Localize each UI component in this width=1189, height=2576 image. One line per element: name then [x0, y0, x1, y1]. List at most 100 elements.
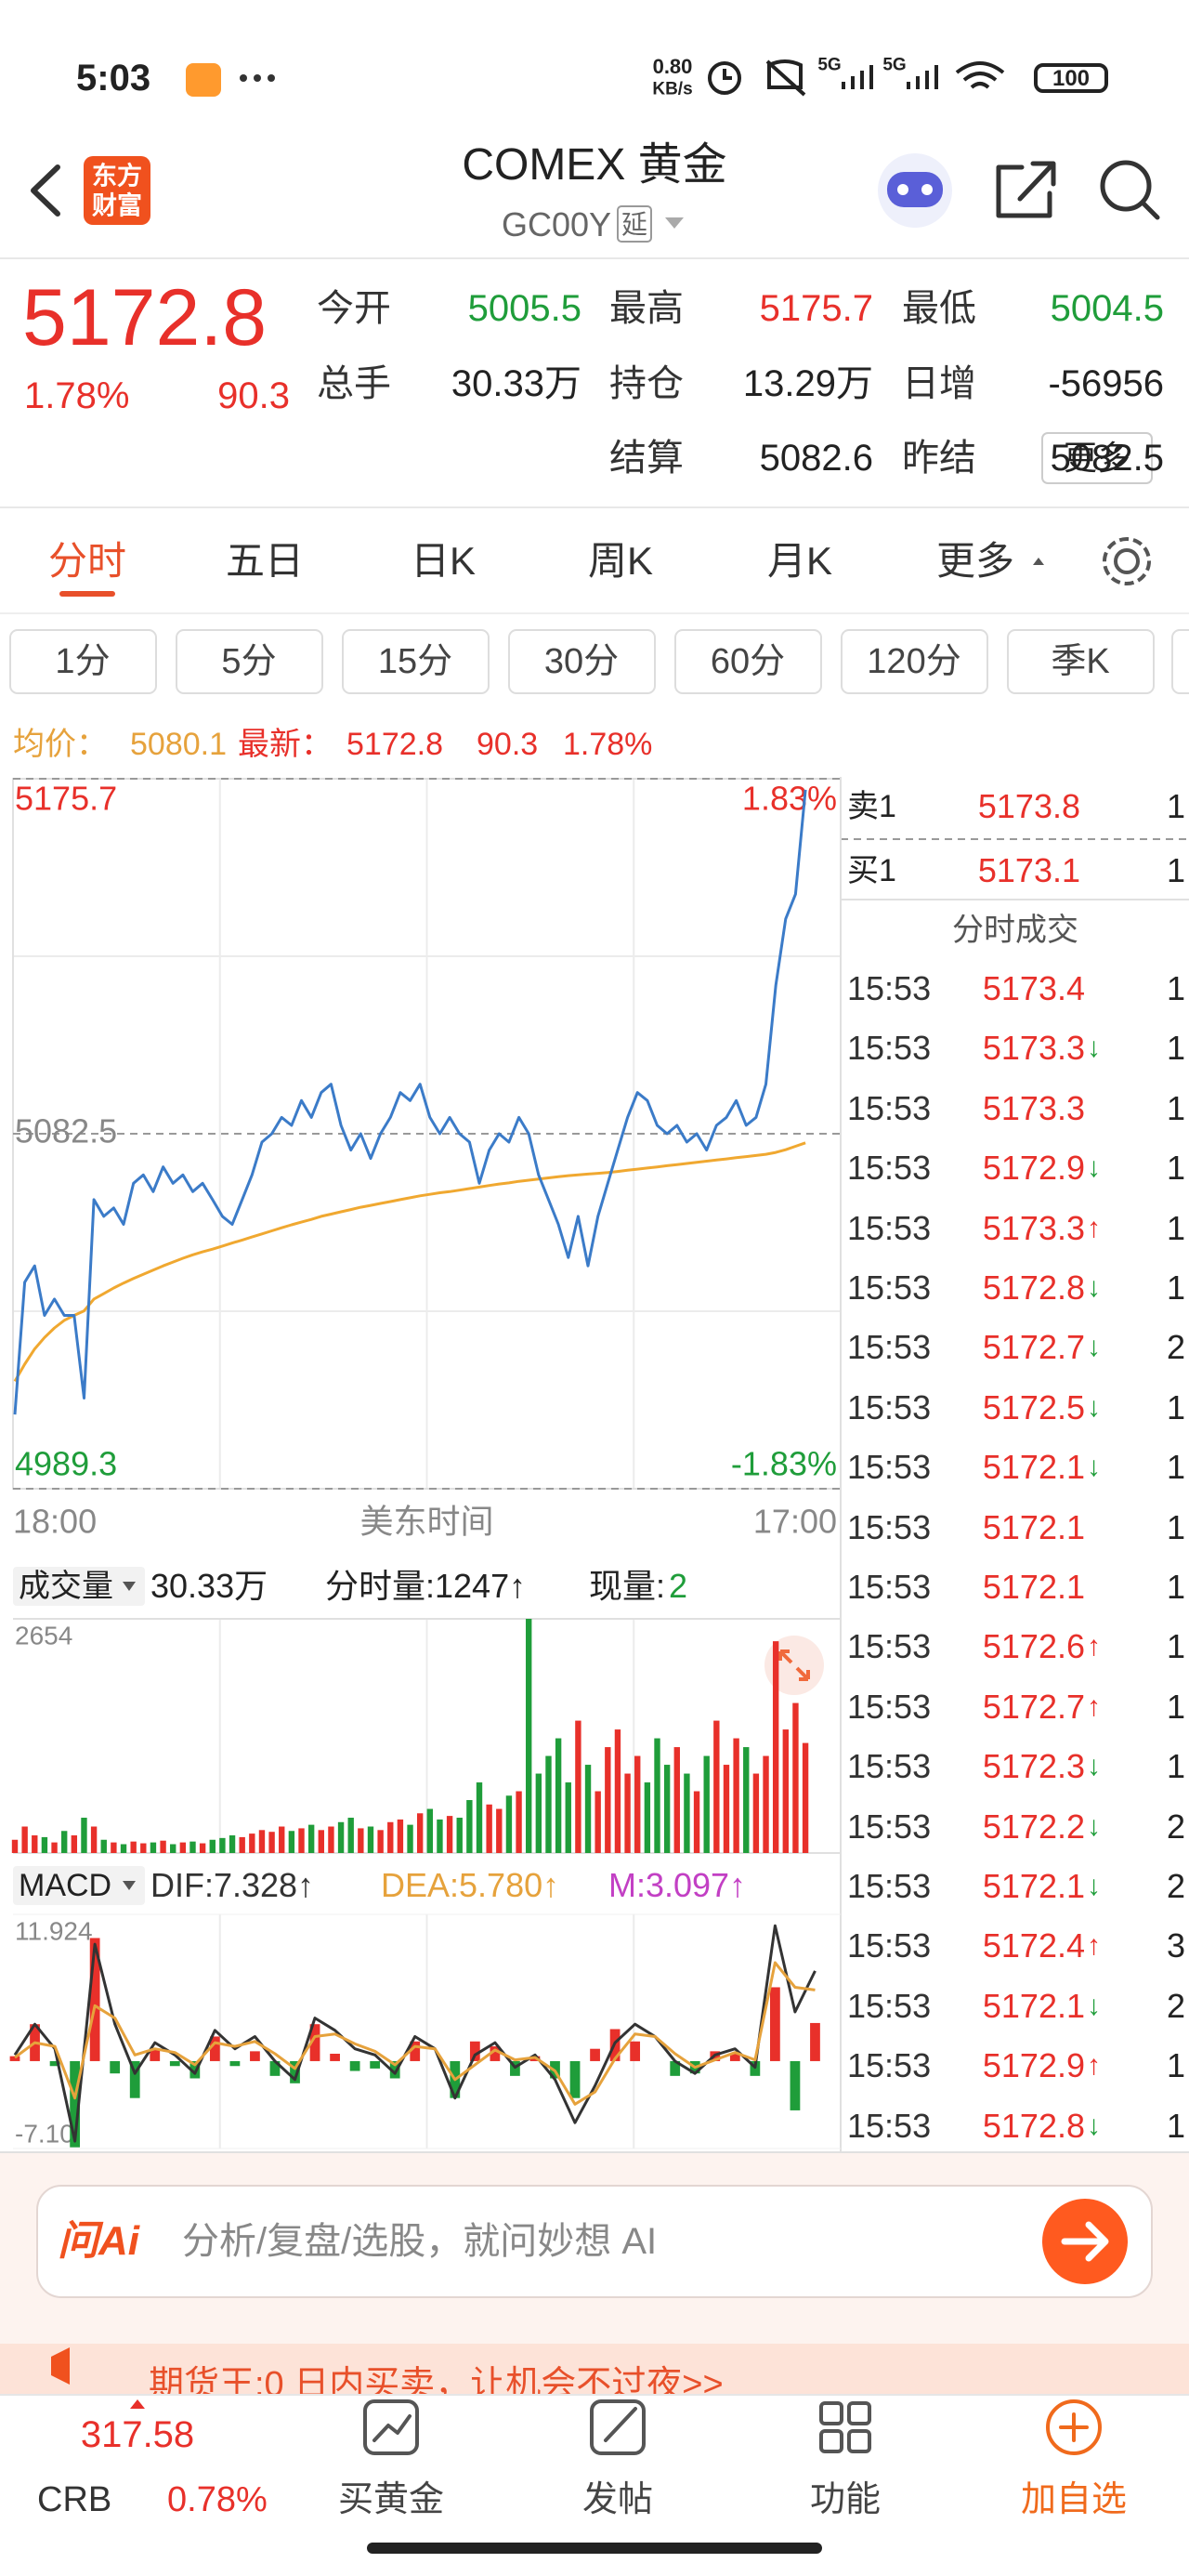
volume-selector[interactable]: 成交量: [19, 1569, 113, 1604]
minute-volume: 分时量:1247↑: [325, 1567, 527, 1605]
nav-icon-function[interactable]: [819, 2401, 871, 2453]
nav-item[interactable]: 买黄金: [337, 2480, 445, 2519]
period-label[interactable]: 60分: [710, 642, 786, 681]
nav-item[interactable]: 加自选: [1020, 2480, 1128, 2519]
contract-code: GC00Y: [501, 205, 611, 243]
trade-time: 15:53: [847, 969, 932, 1007]
nav-icon-buy[interactable]: [363, 2399, 419, 2455]
tab[interactable]: 日K: [410, 539, 477, 583]
trade-time: 15:53: [847, 1328, 932, 1367]
volume-bar: [466, 1800, 473, 1853]
last-value: 5172.8: [346, 727, 443, 762]
field-label: 结算: [609, 438, 684, 479]
macd-bar: [70, 2060, 80, 2148]
tab[interactable]: 更多: [935, 539, 1015, 583]
volume-bar: [505, 1795, 513, 1853]
robot-avatar[interactable]: [878, 153, 952, 228]
field-value: 13.29万: [742, 363, 873, 404]
last-label: 最新：: [238, 727, 333, 762]
period-label[interactable]: 120分: [867, 642, 961, 681]
volume-bar: [90, 1826, 98, 1853]
period-button[interactable]: [1007, 629, 1155, 694]
more-button[interactable]: [1041, 432, 1153, 484]
expand-button[interactable]: [764, 1636, 824, 1695]
volume-bar: [693, 1791, 700, 1853]
trade-price: 5172.1: [982, 1568, 1085, 1606]
macd-bar: [490, 2046, 501, 2061]
trade-volume: 1: [1167, 1568, 1186, 1606]
change-value: 90.3: [477, 727, 539, 762]
volume-bar: [654, 1738, 660, 1853]
ai-placeholder[interactable]: 分析/复盘/选股，就问妙想 AI: [182, 2221, 658, 2262]
macd-bar: [590, 2048, 600, 2061]
back-button[interactable]: [31, 164, 60, 217]
macd-bar: [290, 2060, 300, 2083]
period-button[interactable]: [841, 629, 988, 694]
volume-bar: [772, 1641, 779, 1853]
period-label[interactable]: 30分: [543, 642, 620, 681]
nav-icon-post[interactable]: [590, 2399, 646, 2455]
macd-line: [14, 1961, 816, 2106]
search-button[interactable]: [1100, 160, 1160, 220]
period-label[interactable]: 季K: [1051, 642, 1110, 681]
trade-time: 15:53: [847, 1687, 932, 1726]
period-button[interactable]: [176, 629, 323, 694]
last-price: 5172.8: [22, 273, 268, 362]
volume-bar: [802, 1742, 809, 1853]
volume-bar: [150, 1842, 157, 1853]
period-button[interactable]: [508, 629, 656, 694]
macd-bar: [250, 2051, 260, 2061]
volume-selector-bg[interactable]: [13, 1567, 145, 1606]
volume-bar: [179, 1842, 187, 1853]
macd-bar: [9, 2056, 20, 2061]
volume-bar: [456, 1818, 463, 1853]
tab[interactable]: 分时: [47, 539, 127, 583]
tab[interactable]: 月K: [766, 539, 833, 583]
trade-arrow: ↓: [1087, 1152, 1101, 1184]
period-label[interactable]: 5分: [221, 642, 277, 681]
volume-bar: [279, 1826, 285, 1853]
macd-bar: [770, 1987, 780, 2061]
period-button[interactable]: [342, 629, 490, 694]
field-value: 30.33万: [451, 363, 581, 404]
period-label[interactable]: 15分: [377, 642, 453, 681]
period-button[interactable]: [9, 629, 157, 694]
settings-button[interactable]: [1103, 537, 1151, 585]
macd-selector[interactable]: MACD: [19, 1868, 112, 1903]
trade-volume: 2: [1167, 1328, 1186, 1367]
tab[interactable]: 周K: [587, 539, 654, 583]
trade-time: 15:53: [847, 1867, 932, 1905]
trade-arrow: ↑: [1087, 1212, 1101, 1243]
volume-bar: [288, 1831, 295, 1853]
volume-bar: [61, 1831, 68, 1853]
y-tick-label: 11.924: [15, 1916, 93, 1945]
book-volume: 1: [1167, 787, 1186, 825]
nav-item[interactable]: 功能: [809, 2480, 882, 2519]
period-button[interactable]: [674, 629, 822, 694]
volume-bar: [219, 1837, 226, 1853]
macd-selector-bg[interactable]: [13, 1866, 145, 1905]
volume-bar: [387, 1821, 394, 1853]
volume-bar: [298, 1828, 305, 1853]
app-logo[interactable]: [84, 156, 150, 225]
volume-bar: [782, 1729, 789, 1853]
trade-volume: 2: [1167, 1986, 1186, 2025]
trade-price: 5172.2: [982, 1807, 1085, 1846]
volume-total: 30.33万: [150, 1567, 268, 1605]
trade-price: 5172.9: [982, 1149, 1085, 1188]
share-button[interactable]: [996, 161, 1056, 218]
volume-bar: [605, 1747, 611, 1853]
period-label[interactable]: 1分: [55, 642, 111, 681]
trade-price: 5172.1: [982, 1867, 1085, 1905]
volume-bar: [358, 1828, 364, 1853]
code-dropdown[interactable]: [665, 217, 684, 229]
logo-text: 财富: [92, 191, 142, 220]
tab[interactable]: 五日: [225, 539, 305, 583]
more-button-label[interactable]: 更多: [1063, 439, 1131, 477]
field-label: 今开: [317, 288, 391, 329]
nav-item[interactable]: 发帖: [581, 2480, 654, 2519]
ai-input[interactable]: [36, 2185, 1153, 2298]
change: 90.3: [217, 375, 290, 416]
nav-icon-add[interactable]: [1046, 2399, 1102, 2455]
